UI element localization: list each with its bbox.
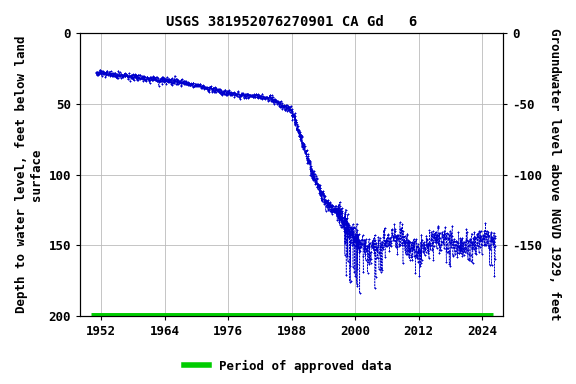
Y-axis label: Depth to water level, feet below land
surface: Depth to water level, feet below land su… <box>15 36 43 313</box>
Title: USGS 381952076270901 CA Gd   6: USGS 381952076270901 CA Gd 6 <box>166 15 418 29</box>
Y-axis label: Groundwater level above NGVD 1929, feet: Groundwater level above NGVD 1929, feet <box>548 28 561 321</box>
Legend: Period of approved data: Period of approved data <box>179 355 397 378</box>
